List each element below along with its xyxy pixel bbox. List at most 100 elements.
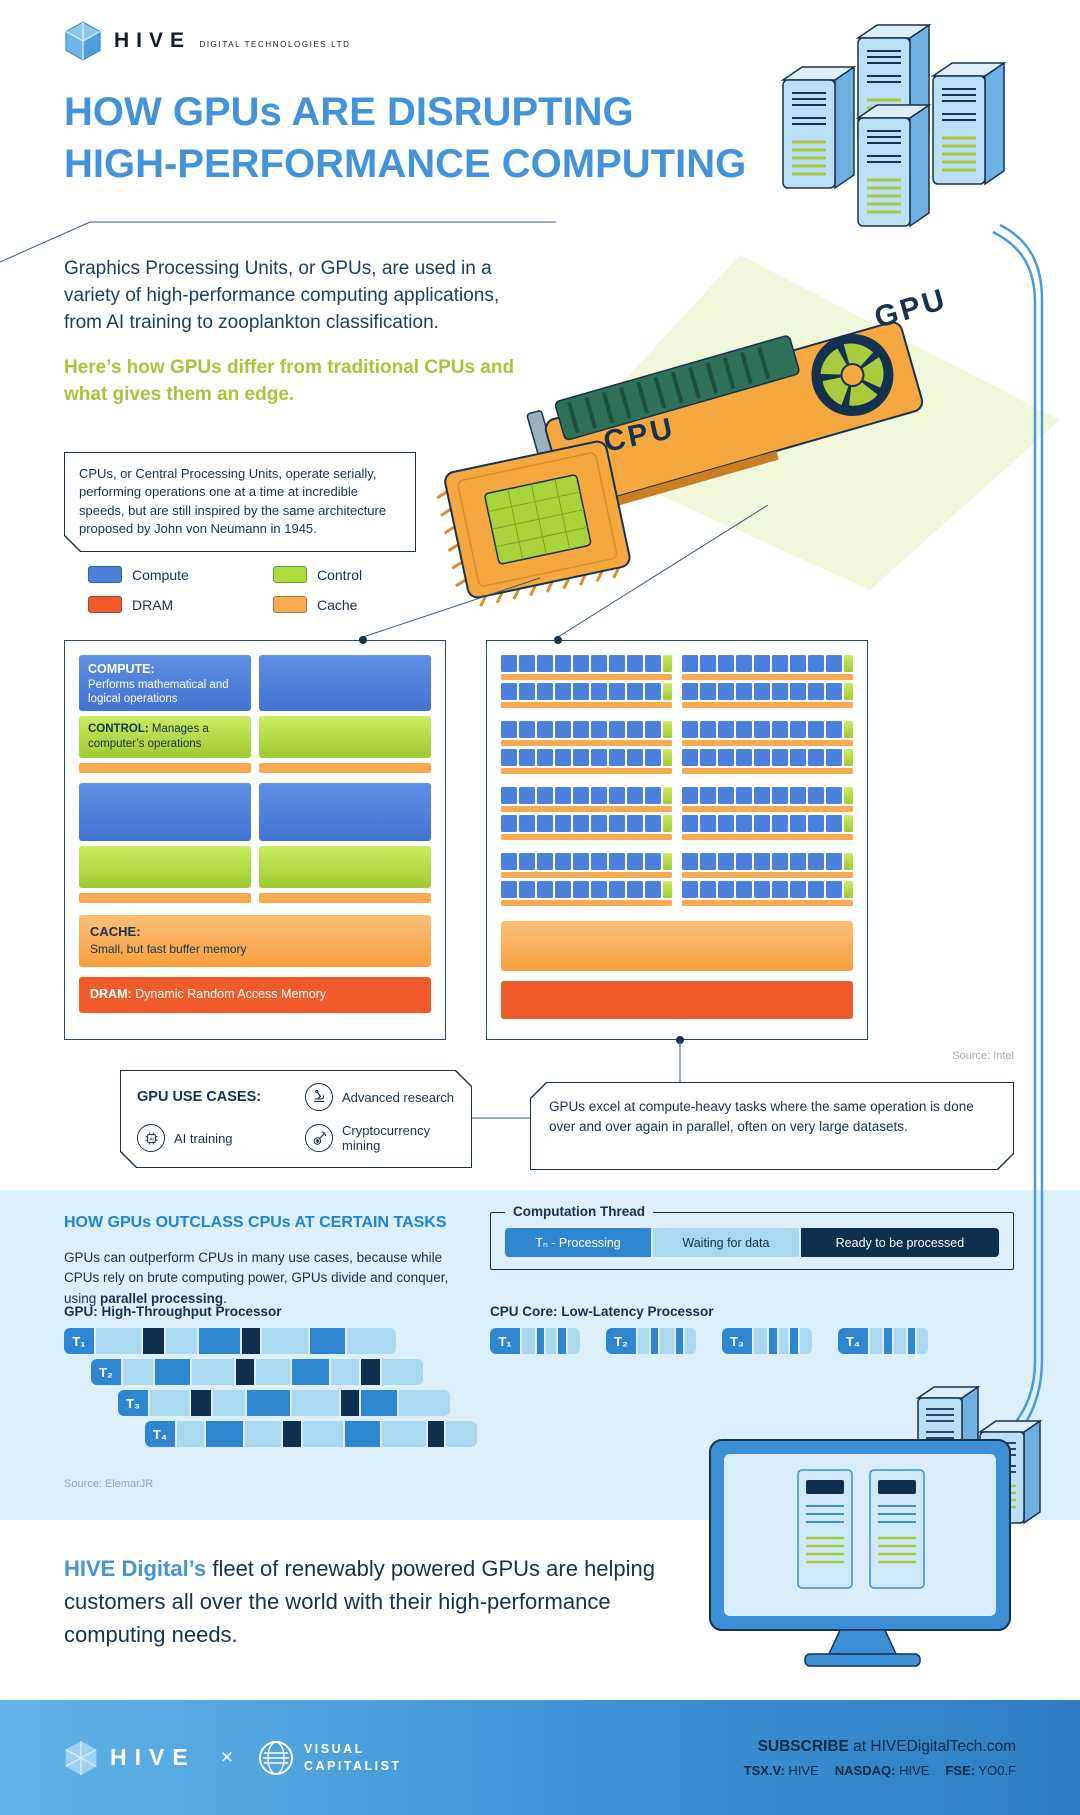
gpu-compute-cell bbox=[772, 815, 788, 832]
gpu-core-cluster bbox=[501, 655, 672, 711]
gpu-compute-cell bbox=[555, 787, 571, 804]
footer-info: SUBSCRIBE at HIVEDigitalTech.com TSX.V: … bbox=[744, 1738, 1016, 1778]
cpu-control-block bbox=[79, 846, 251, 888]
thread-bar: T₃ bbox=[722, 1328, 812, 1354]
processing-segment bbox=[536, 1328, 544, 1354]
gpu-cell-row bbox=[501, 683, 672, 700]
processing-segment bbox=[246, 1390, 291, 1416]
gpu-thread-chart: T₁ T₂ T₃ T₄ bbox=[64, 1328, 477, 1452]
gpu-cell-row bbox=[682, 749, 853, 766]
legend-swatch bbox=[273, 596, 307, 613]
waiting-segment bbox=[779, 1328, 789, 1354]
control-title: CONTROL: bbox=[88, 723, 149, 735]
gpu-control-cell bbox=[663, 655, 672, 672]
gpu-compute-cell bbox=[573, 655, 589, 672]
source-intel: Source: Intel bbox=[952, 1050, 1014, 1062]
gpu-cache-strip bbox=[501, 806, 672, 812]
waiting-segment bbox=[567, 1328, 580, 1354]
waiting-segment bbox=[754, 1328, 768, 1354]
gpu-compute-cell bbox=[519, 815, 535, 832]
gpu-compute-cell bbox=[682, 881, 698, 898]
waiting-segment bbox=[546, 1328, 556, 1354]
intro: Graphics Processing Units, or GPUs, are … bbox=[64, 256, 516, 408]
gpu-compute-cell bbox=[519, 655, 535, 672]
ready-segment bbox=[235, 1359, 255, 1385]
gpu-core-cluster bbox=[501, 721, 672, 777]
gpu-compute-cell bbox=[537, 787, 553, 804]
cpu-note-box: CPUs, or Central Processing Units, opera… bbox=[64, 452, 416, 552]
gpu-cell-row bbox=[501, 787, 672, 804]
gpu-compute-cell bbox=[808, 655, 824, 672]
gpu-compute-cell bbox=[682, 853, 698, 870]
waiting-segment bbox=[96, 1328, 142, 1354]
waiting-segment bbox=[800, 1328, 812, 1354]
gpu-compute-cell bbox=[519, 853, 535, 870]
section-heading: HOW GPUs OUTCLASS CPUs AT CERTAIN TASKS bbox=[64, 1214, 447, 1231]
ready-segment bbox=[241, 1328, 261, 1354]
legend-swatch bbox=[88, 566, 122, 583]
legend-item: DRAM bbox=[88, 596, 233, 613]
gpu-compute-cell bbox=[718, 749, 734, 766]
gpu-compute-cell bbox=[555, 721, 571, 738]
gpu-use-cases-box: GPU USE CASES: Advanced research AI AI trai… bbox=[120, 1070, 472, 1168]
gpu-compute-cell bbox=[808, 853, 824, 870]
use-case-label: Advanced research bbox=[342, 1089, 455, 1105]
gpu-compute-cell bbox=[808, 721, 824, 738]
gpu-cache-block bbox=[501, 921, 853, 971]
gpu-compute-cell bbox=[609, 655, 625, 672]
gpu-compute-cell bbox=[808, 787, 824, 804]
gpu-cache-strip bbox=[501, 834, 672, 840]
gpu-compute-cell bbox=[519, 881, 535, 898]
gpu-compute-cell bbox=[627, 787, 643, 804]
processing-segment bbox=[907, 1328, 916, 1354]
intro-paragraph: Graphics Processing Units, or GPUs, are … bbox=[64, 258, 500, 333]
gpu-cache-strip bbox=[682, 674, 853, 680]
gpu-compute-cell bbox=[591, 721, 607, 738]
ready-segment bbox=[427, 1421, 445, 1447]
gpu-cell-row bbox=[682, 683, 853, 700]
waiting-segment bbox=[398, 1390, 450, 1416]
gpu-compute-cell bbox=[826, 749, 842, 766]
gpu-compute-cell bbox=[718, 881, 734, 898]
gpu-compute-cell bbox=[645, 787, 661, 804]
gpu-control-cell bbox=[844, 749, 853, 766]
gpu-cell-row bbox=[682, 853, 853, 870]
brand-name: HIVE bbox=[114, 29, 192, 52]
gpu-compute-cell bbox=[718, 815, 734, 832]
gpu-compute-cell bbox=[645, 721, 661, 738]
cpu-control-block: CONTROL: Manages a computer’s operations bbox=[79, 716, 251, 758]
footer-tickers: TSX.V: HIVE NASDAQ: HIVE FSE: YO0.F bbox=[744, 1763, 1016, 1778]
subscribe-link[interactable]: SUBSCRIBE at HIVEDigitalTech.com bbox=[744, 1738, 1016, 1756]
gpu-compute-cell bbox=[645, 881, 661, 898]
gpu-cache-strip bbox=[501, 740, 672, 746]
gpu-compute-cell bbox=[609, 787, 625, 804]
ticker-label: TSX.V: bbox=[743, 1762, 785, 1778]
gpu-compute-cell bbox=[700, 881, 716, 898]
gpu-cache-strip bbox=[682, 872, 853, 878]
waiting-segment bbox=[256, 1359, 290, 1385]
gpu-compute-cell bbox=[591, 853, 607, 870]
gpu-compute-cell bbox=[790, 683, 806, 700]
gpu-compute-cell bbox=[609, 721, 625, 738]
gpu-compute-cell bbox=[736, 853, 752, 870]
waiting-segment bbox=[150, 1390, 190, 1416]
gpu-compute-cell bbox=[591, 815, 607, 832]
gpu-compute-cell bbox=[501, 655, 517, 672]
visual-capitalist-icon bbox=[258, 1740, 293, 1775]
ai-training-icon: AI bbox=[137, 1124, 165, 1152]
gpu-cache-strip bbox=[501, 872, 672, 878]
waiting-segment bbox=[303, 1421, 344, 1447]
parallel-processing-section: HOW GPUs OUTCLASS CPUs AT CERTAIN TASKS … bbox=[0, 1190, 1080, 1520]
cache-desc: Small, but fast buffer memory bbox=[90, 942, 247, 956]
page-title-line1: HOW GPUs ARE DISRUPTING bbox=[64, 90, 634, 134]
gpu-compute-cell bbox=[754, 815, 770, 832]
research-icon bbox=[305, 1083, 333, 1111]
vc-line2: CAPITALIST bbox=[303, 1758, 402, 1773]
gpu-compute-cell bbox=[645, 749, 661, 766]
gpu-cell-row bbox=[501, 749, 672, 766]
processing-segment bbox=[198, 1328, 240, 1354]
gpu-core-cluster bbox=[501, 787, 672, 843]
gpu-compute-cell bbox=[573, 787, 589, 804]
gpu-compute-cell bbox=[826, 881, 842, 898]
gpu-control-cell bbox=[844, 721, 853, 738]
